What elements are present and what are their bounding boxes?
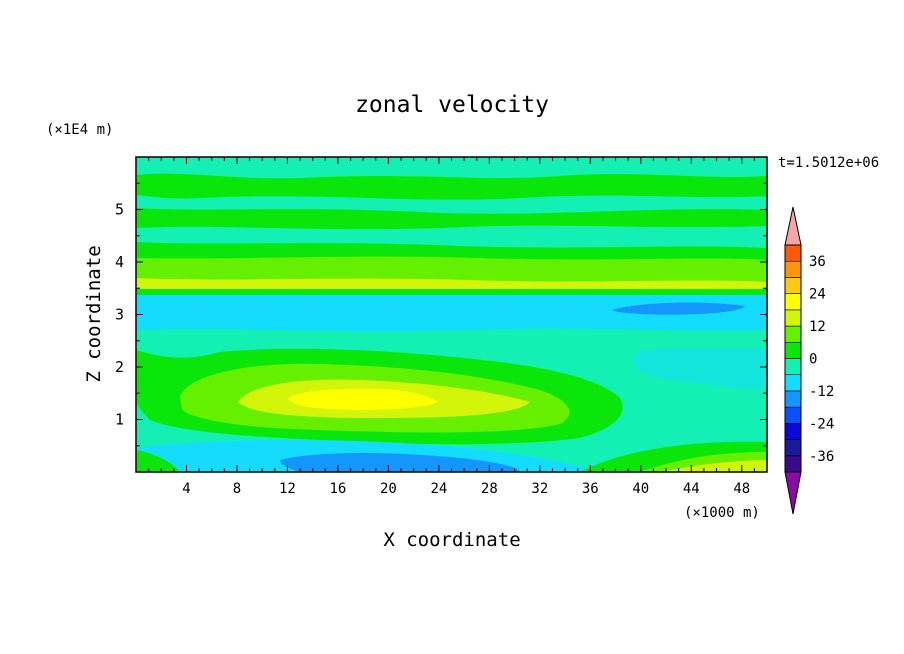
band-bottom-right-yellow [660,460,767,472]
colorbar-bin [784,309,802,327]
x-tick-label: 8 [233,481,241,497]
band-yellow-6 [136,278,767,291]
colorbar-label: -12 [809,384,834,400]
x-ticks: 4 8 12 16 20 24 28 32 36 40 44 48 [148,157,755,497]
x-tick-label: 48 [733,481,750,497]
band-blue-min [612,302,745,315]
y-unit-label: (×1E4 m) [46,122,113,138]
colorbar-bin [784,374,802,392]
x-tick-label: 32 [531,481,548,497]
band-upper-green-1 [136,157,767,179]
band-bottom-blue [280,453,520,472]
band-bottom-left-green [136,450,180,472]
chart-title: zonal velocity [355,92,549,118]
x-axis-label: X coordinate [383,529,520,551]
colorbar-bin [784,439,802,457]
x-tick-label: 36 [582,481,599,497]
colorbar-under-triangle [784,471,802,515]
region-yellow-peak [288,388,438,410]
colorbar-bin [784,406,802,424]
colorbar-label: -36 [809,449,834,465]
band-upper-green-2 [136,173,767,200]
x-tick-label: 16 [329,481,346,497]
x-tick-label: 24 [430,481,447,497]
x-tick-label: 44 [683,481,700,497]
patch-right-cyan [633,348,767,390]
y-axis-label: Z coordinate [83,245,105,382]
colorbar-bin [784,341,802,359]
colorbar-bin [784,325,802,343]
colorbar-bin [784,455,802,473]
colorbar-bin [784,277,802,294]
colorbar-bin [784,390,802,408]
colorbar-label: 12 [809,319,826,335]
x-tick-label: 20 [380,481,397,497]
colorbar-frame [784,244,802,473]
colorbar-bin [784,423,802,440]
x-tick-label: 28 [481,481,498,497]
colorbar-label: 36 [809,254,826,270]
x-unit-label: (×1000 m) [684,505,760,521]
y-tick-label: 5 [115,201,124,219]
colorbar-bin [784,260,802,278]
time-label: t=1.5012e+06 [778,155,879,171]
x-tick-label: 4 [182,481,190,497]
colorbar: 36 24 12 0 -12 -24 -36 [784,206,834,515]
colorbar-label: -24 [809,416,834,432]
band-cyan [136,295,767,334]
y-tick-label: 2 [115,358,124,376]
band-cyan-lower [136,328,767,350]
y-tick-label: 4 [115,253,124,271]
contour-field [136,157,767,472]
colorbar-label: 24 [809,287,826,303]
y-tick-label: 1 [115,411,124,429]
colorbar-label: 0 [809,352,817,368]
y-tick-label: 3 [115,306,124,324]
x-tick-label: 40 [632,481,649,497]
colorbar-bin [784,358,802,376]
colorbar-over-triangle [784,206,802,246]
y-ticks: 1 2 3 4 5 [115,182,767,447]
colorbar-bin [784,244,802,262]
x-tick-label: 12 [279,481,296,497]
band-green-3 [136,208,767,230]
colorbar-bin [784,293,802,311]
